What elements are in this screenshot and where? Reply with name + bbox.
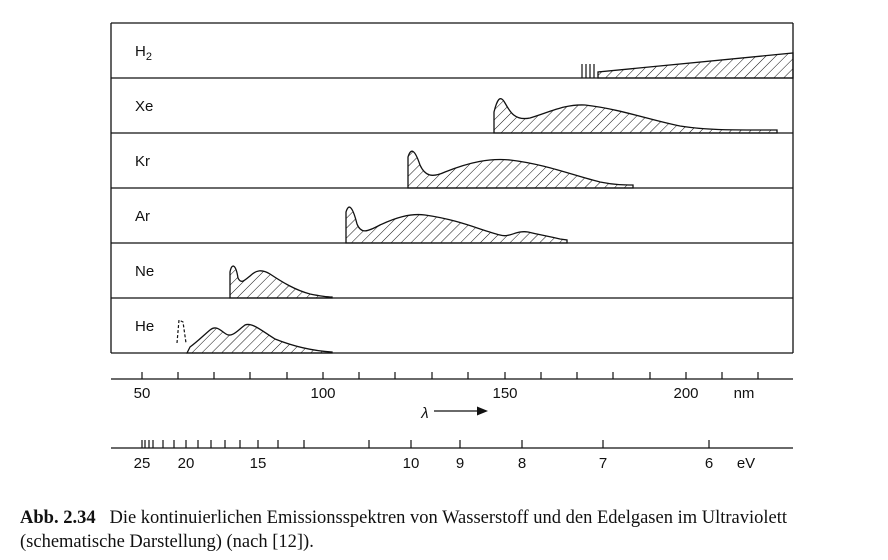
energy-tick-label-25: 25: [134, 455, 151, 472]
energy-tick-label-15: 15: [250, 455, 267, 472]
panel-label-ne: Ne: [135, 263, 154, 280]
wavelength-variable-label: λ: [420, 405, 428, 422]
panel-label-h2-subscript: 2: [146, 51, 152, 63]
caption-text: Die kontinuierlichen Emissionsspektren v…: [20, 508, 788, 552]
h2-lines: [581, 64, 595, 78]
he-spectrum: [176, 319, 333, 354]
h2-continuum: [597, 52, 794, 79]
energy-ticks: [141, 440, 710, 448]
emission-spectra-figure: H2 Xe Kr Ar Ne He: [110, 22, 794, 472]
wavelength-tick-label-200: 200: [673, 385, 698, 402]
wavelength-tick-label-50: 50: [134, 385, 151, 402]
panel-label-h2: H2: [135, 43, 152, 63]
ar-spectrum: [345, 206, 568, 244]
wavelength-direction-arrow: [434, 406, 488, 416]
energy-axis: 25 20 15 10 9 8 7 6 eV: [111, 440, 793, 472]
energy-tick-label-10: 10: [403, 455, 420, 472]
panel-label-kr: Kr: [135, 153, 150, 170]
wavelength-axis: 50 100 150 200 nm λ: [111, 372, 793, 422]
energy-tick-label-8: 8: [518, 455, 526, 472]
wavelength-tick-label-100: 100: [310, 385, 335, 402]
energy-tick-label-9: 9: [456, 455, 464, 472]
kr-spectrum: [407, 150, 634, 189]
wavelength-ticks: [141, 372, 759, 379]
energy-tick-label-20: 20: [178, 455, 195, 472]
wavelength-unit: nm: [734, 385, 755, 402]
h2-spectrum: [581, 52, 794, 79]
panel-label-ar: Ar: [135, 208, 150, 225]
panel-label-he: He: [135, 318, 154, 335]
figure-caption: Abb. 2.34 Die kontinuierlichen Emissions…: [20, 506, 870, 554]
wavelength-tick-label-150: 150: [492, 385, 517, 402]
he-continuum: [185, 323, 333, 354]
ne-spectrum: [229, 265, 333, 299]
energy-tick-label-6: 6: [705, 455, 713, 472]
energy-tick-label-7: 7: [599, 455, 607, 472]
panel-label-xe: Xe: [135, 98, 153, 115]
xe-spectrum: [493, 98, 778, 134]
he-dashed-peak: [176, 319, 187, 344]
caption-label: Abb. 2.34: [20, 508, 96, 528]
energy-unit: eV: [737, 455, 755, 472]
